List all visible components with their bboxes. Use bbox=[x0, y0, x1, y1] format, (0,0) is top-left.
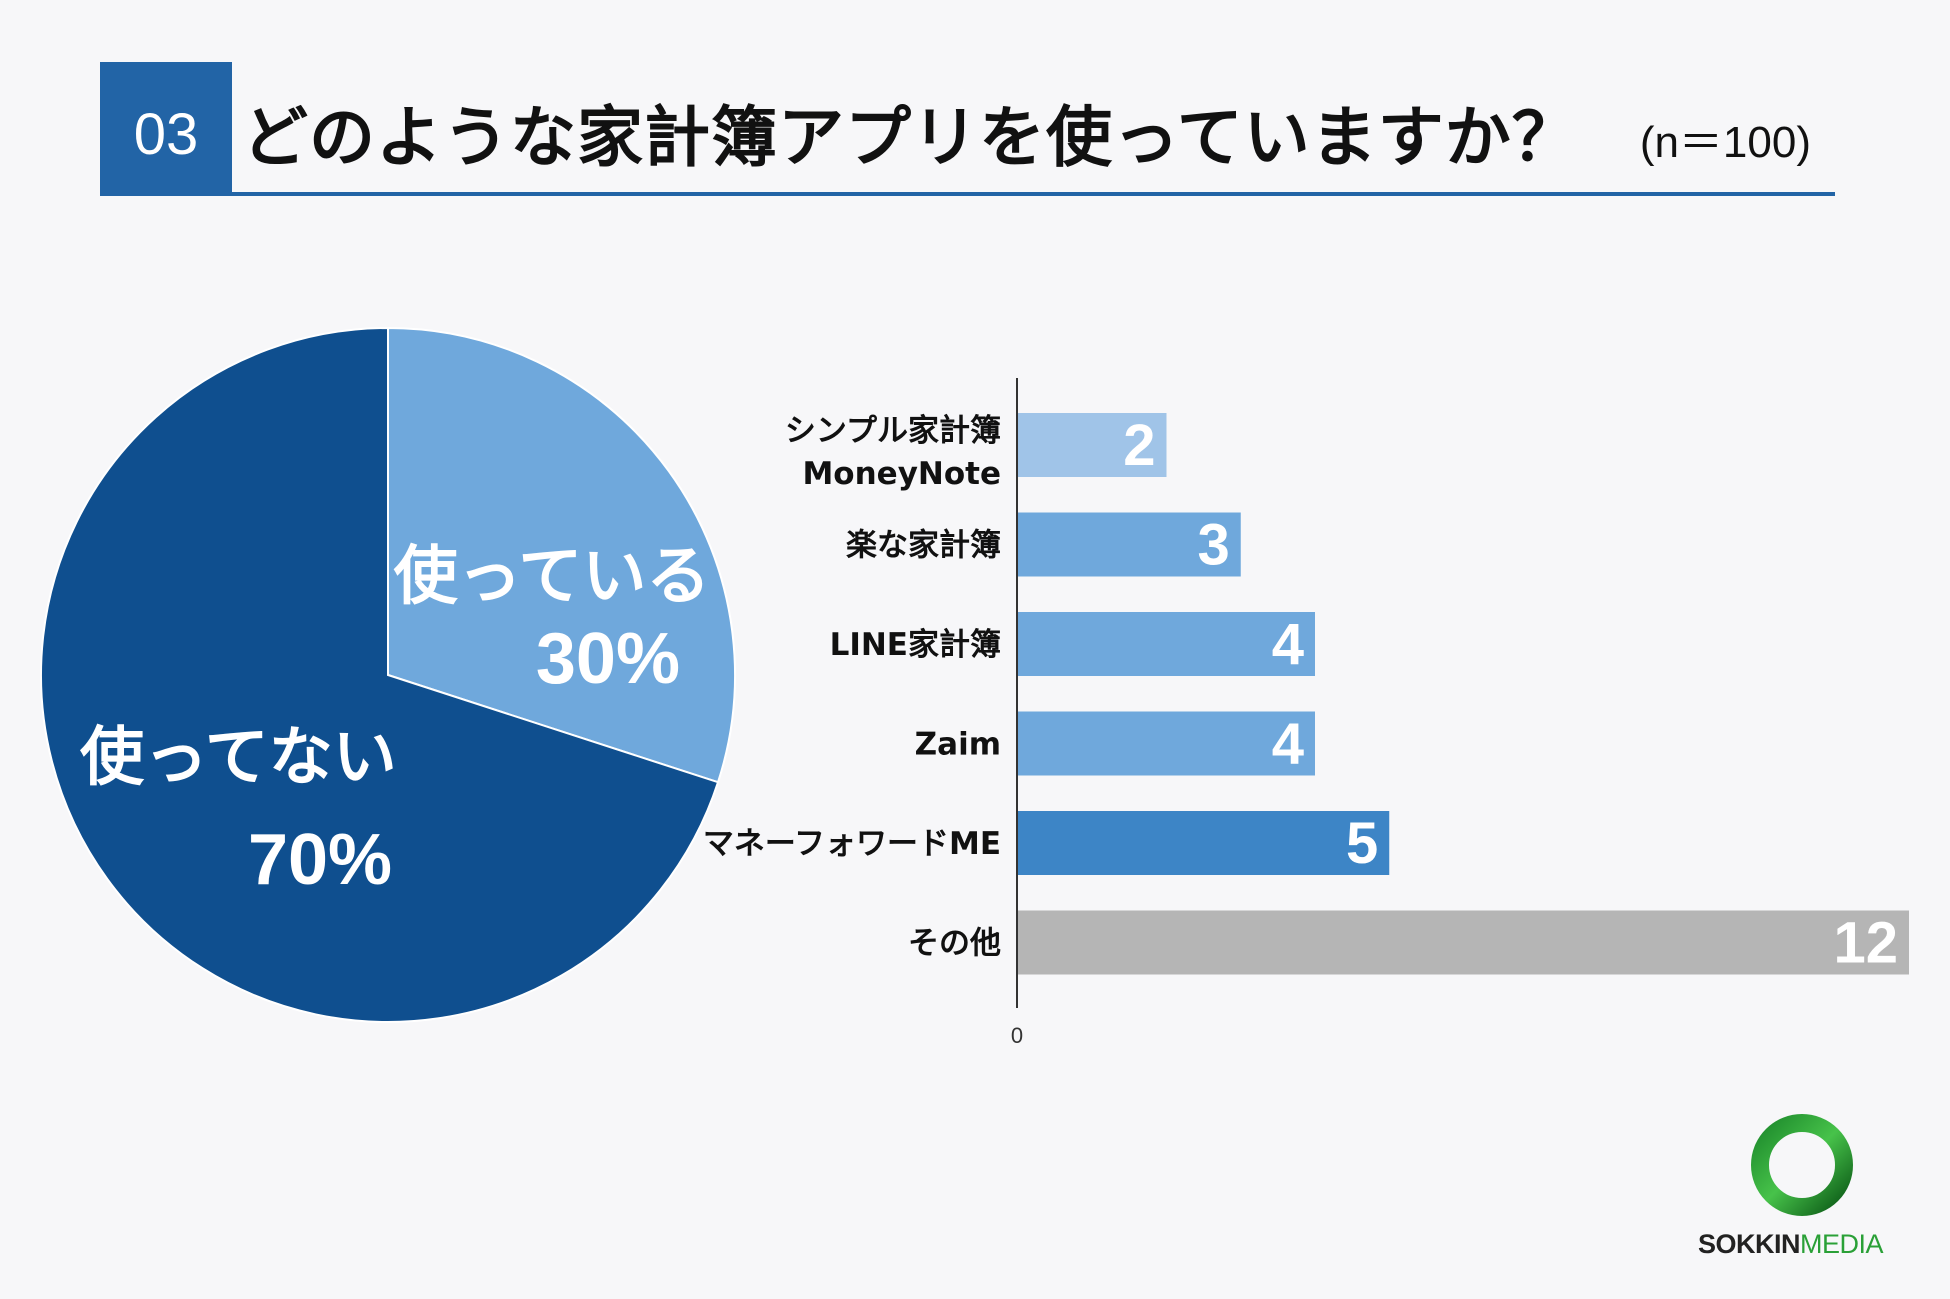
bar-axis-tick: 0 bbox=[1011, 1023, 1023, 1048]
bar-value-label-6: 12 bbox=[1833, 911, 1898, 976]
pie-slice-using bbox=[387, 326, 736, 784]
question-number: 03 bbox=[100, 62, 232, 196]
bar-value-label-1: 2 bbox=[1123, 413, 1155, 478]
logo-text: SOKKINMEDIA bbox=[1698, 1229, 1884, 1259]
bar-3 bbox=[1018, 612, 1315, 676]
bar-6 bbox=[1018, 910, 1909, 975]
bar-value-label-4: 4 bbox=[1272, 712, 1304, 777]
pie-slice-not-using bbox=[40, 326, 720, 1023]
pie-label-not-using: 使ってない bbox=[80, 721, 397, 795]
bar-category-label-6: その他 bbox=[908, 926, 1001, 962]
bar-value-label-5: 5 bbox=[1346, 811, 1378, 876]
bar-4 bbox=[1018, 711, 1315, 776]
pie-label-using: 使っている bbox=[394, 540, 711, 614]
bar-category-label-4: Zaim bbox=[915, 727, 1001, 763]
sokkin-media-logo: SOKKINMEDIA bbox=[1690, 1105, 1920, 1265]
bar-category-label-3: LINE家計簿 bbox=[830, 627, 1001, 663]
bar-category-label-5: マネーフォワードME bbox=[703, 826, 1001, 862]
bar-category-label-2: 楽な家計簿 bbox=[846, 528, 1001, 564]
title-underline bbox=[100, 192, 1835, 196]
bar-value-label-2: 3 bbox=[1197, 513, 1229, 578]
logo-ring-icon bbox=[1751, 1114, 1853, 1216]
bar-2 bbox=[1018, 512, 1241, 577]
bar-value-label-3: 4 bbox=[1272, 612, 1304, 677]
pie-value-using: 30% bbox=[536, 619, 680, 699]
page-title: どのような家計簿アプリを使っていますか？ bbox=[242, 99, 1579, 176]
sample-size: (n＝100) bbox=[1639, 118, 1811, 167]
bar-category-label-1-line1: シンプル家計簿 bbox=[785, 413, 1001, 449]
header: 03 どのような家計簿アプリを使っていますか？ (n＝100) bbox=[100, 62, 1835, 196]
bar-5 bbox=[1018, 811, 1390, 875]
bar-category-label-1-line2: MoneyNote bbox=[802, 456, 1001, 492]
pie-value-not-using: 70% bbox=[248, 820, 392, 900]
bar-1 bbox=[1018, 413, 1167, 477]
